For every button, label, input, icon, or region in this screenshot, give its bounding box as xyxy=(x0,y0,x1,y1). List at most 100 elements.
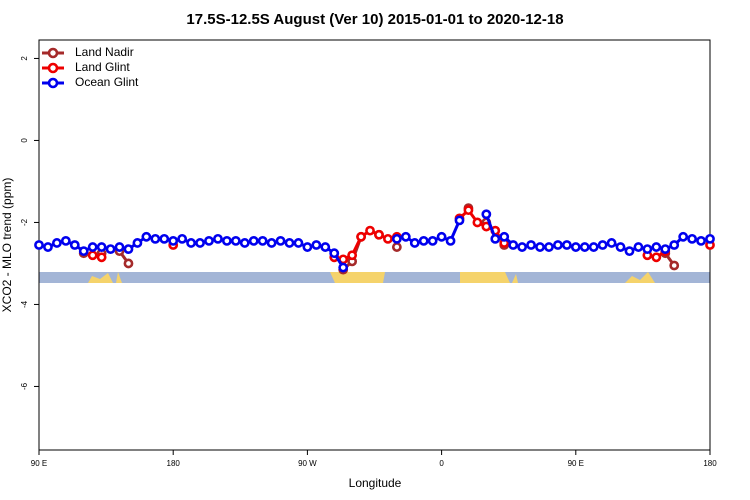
data-point xyxy=(561,240,572,250)
land-shape xyxy=(88,273,113,283)
data-point xyxy=(114,242,125,252)
legend-marker xyxy=(47,47,59,59)
data-point xyxy=(660,244,671,254)
data-point xyxy=(87,250,98,261)
land-mask xyxy=(39,272,710,283)
data-point xyxy=(347,250,358,261)
chart-title: 17.5S-12.5S August (Ver 10) 2015-01-01 t… xyxy=(186,11,563,28)
land-shape xyxy=(460,272,510,283)
y-tick-label: 2 xyxy=(20,56,29,61)
data-point xyxy=(418,235,429,246)
data-point xyxy=(43,242,53,252)
y-tick-label: 0 xyxy=(20,138,29,143)
data-point xyxy=(302,242,313,252)
data-point xyxy=(96,242,107,252)
data-point xyxy=(78,246,89,257)
data-point xyxy=(383,233,393,244)
land-shape xyxy=(330,272,385,283)
legend-label: Land Glint xyxy=(75,60,130,74)
data-point xyxy=(69,240,80,250)
data-point xyxy=(213,233,223,244)
data-point xyxy=(141,231,152,242)
data-point xyxy=(651,252,662,263)
data-point xyxy=(526,240,536,250)
data-point xyxy=(633,242,644,252)
data-point xyxy=(391,242,402,252)
data-point xyxy=(275,235,286,246)
data-point xyxy=(454,215,465,226)
data-point xyxy=(615,242,626,252)
data-point xyxy=(338,262,349,273)
y-tick-label: -6 xyxy=(20,382,29,390)
data-point xyxy=(293,238,304,248)
data-point xyxy=(177,233,188,244)
data-point xyxy=(374,229,384,240)
data-point xyxy=(311,240,322,250)
series-line xyxy=(93,210,710,259)
data-point xyxy=(499,231,510,242)
data-point xyxy=(356,231,366,242)
data-point xyxy=(642,244,653,254)
data-point xyxy=(123,244,134,254)
data-point xyxy=(436,231,447,242)
data-point xyxy=(427,235,438,246)
data-point xyxy=(588,242,599,252)
data-point xyxy=(463,205,474,216)
data-point xyxy=(472,217,483,228)
data-point xyxy=(481,209,492,220)
data-point xyxy=(544,242,554,252)
data-point xyxy=(204,235,214,246)
x-tick-label: 0 xyxy=(439,459,444,468)
data-point xyxy=(320,242,331,252)
land-shape xyxy=(116,272,122,283)
data-point xyxy=(132,238,143,248)
data-point xyxy=(105,244,116,254)
data-point xyxy=(186,238,196,248)
legend-marker xyxy=(47,62,59,74)
data-point xyxy=(266,238,277,248)
x-tick-label: 90 E xyxy=(31,459,47,468)
data-point xyxy=(651,242,662,252)
y-tick-label: -4 xyxy=(20,300,29,308)
data-point xyxy=(696,235,706,246)
data-point xyxy=(329,248,340,259)
data-point xyxy=(168,235,179,246)
data-point xyxy=(195,238,205,248)
data-point xyxy=(230,235,241,246)
data-point xyxy=(123,258,134,269)
data-point xyxy=(96,252,107,263)
data-point xyxy=(553,240,563,250)
data-point xyxy=(400,231,411,242)
land-shape xyxy=(625,272,655,283)
data-point xyxy=(257,235,268,246)
data-point xyxy=(669,260,680,271)
data-point xyxy=(221,235,232,246)
data-point xyxy=(535,242,545,252)
x-tick-label: 90 E xyxy=(568,459,584,468)
data-point xyxy=(150,233,161,244)
data-point xyxy=(570,242,581,252)
legend-label: Land Nadir xyxy=(75,45,134,59)
legend-label: Ocean Glint xyxy=(75,75,139,89)
data-point xyxy=(239,238,250,248)
data-point xyxy=(60,235,71,246)
data-point xyxy=(669,240,680,250)
data-point xyxy=(159,233,170,244)
data-point xyxy=(51,238,62,248)
data-point xyxy=(606,238,617,248)
data-point xyxy=(365,225,375,236)
data-point xyxy=(391,233,402,244)
data-point xyxy=(248,235,259,246)
data-point xyxy=(597,240,608,250)
data-point xyxy=(87,242,98,252)
data-point xyxy=(579,242,590,252)
x-tick-label: 180 xyxy=(167,459,181,468)
data-point xyxy=(705,233,715,244)
data-point xyxy=(624,246,635,257)
data-point xyxy=(445,235,456,246)
data-point xyxy=(409,238,420,248)
y-tick-label: -2 xyxy=(20,218,29,226)
data-point xyxy=(678,231,689,242)
data-point xyxy=(687,233,698,244)
